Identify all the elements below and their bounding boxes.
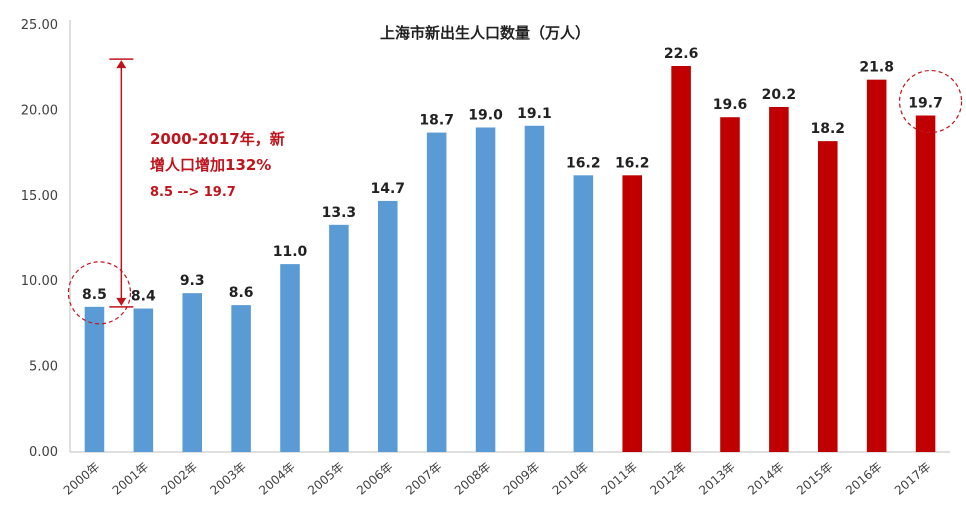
data-label: 22.6 [664, 46, 699, 62]
y-tick-label: 25.00 [21, 18, 58, 33]
highlight-circle [67, 261, 132, 325]
annotation-line-3: 8.5 --> 19.7 [150, 185, 236, 200]
data-label: 19.6 [713, 97, 748, 113]
data-label: 21.8 [859, 60, 894, 76]
x-tick-label: 2007年 [403, 460, 445, 498]
x-tick-label: 2004年 [256, 460, 298, 498]
y-tick-label: 5.00 [29, 360, 58, 375]
chart-title: 上海市新出生人口数量（万人） [380, 24, 590, 42]
data-label: 13.3 [322, 205, 357, 221]
x-tick-label: 2015年 [794, 460, 836, 498]
y-tick-label: 0.00 [29, 445, 58, 460]
x-tick-label: 2012年 [647, 460, 689, 498]
x-tick-label: 2001年 [110, 460, 152, 498]
bar [182, 293, 202, 452]
bar [524, 125, 545, 452]
axes-group: 0.00 5.00 10.00 15.00 20.00 25.00 [21, 18, 950, 460]
x-tick-labels-group: 2000年 2001年 2002年 2003年 2004年 2005年 2006年 2007年… [61, 460, 934, 498]
bar [915, 115, 936, 453]
x-tick-label: 2009年 [501, 460, 543, 498]
data-label: 19.0 [468, 107, 503, 123]
data-label: 19.7 [908, 96, 943, 112]
bar [769, 106, 789, 452]
data-label: 14.7 [371, 181, 406, 197]
bar [84, 306, 105, 452]
x-tick-label: 2005年 [305, 460, 347, 498]
x-tick-label: 2010年 [550, 460, 592, 498]
annotation-line-2: 增人口增加132% [150, 156, 271, 174]
highlight-circle [898, 69, 963, 134]
x-tick-label: 2000年 [61, 460, 103, 498]
data-label: 8.5 [82, 287, 107, 303]
data-label: 9.3 [180, 273, 205, 289]
bar [231, 305, 251, 452]
annotation-group: 2000-2017年，新 增人口增加132% 8.5 --> 19.7 [67, 58, 963, 325]
data-labels-group: 8.5 8.4 9.3 8.6 11.0 13.3 14.7 18.7 19.0 19.1 16.2… [82, 46, 943, 305]
x-tick-label: 2014年 [745, 460, 787, 498]
annotation-arrowhead-up [116, 60, 127, 69]
annotation-line-1: 2000-2017年，新 [150, 130, 285, 148]
bar [622, 175, 642, 452]
x-tick-label: 2006年 [354, 460, 396, 498]
x-tick-label: 2002年 [159, 460, 201, 498]
data-label: 11.0 [273, 244, 308, 260]
x-tick-label: 2017年 [892, 460, 934, 498]
bar [426, 132, 447, 452]
bar [475, 127, 496, 452]
data-label: 8.6 [229, 285, 254, 301]
y-tick-label: 20.00 [21, 103, 58, 118]
x-tick-label: 2003年 [207, 460, 249, 498]
y-tick-label: 15.00 [21, 189, 58, 204]
bar [329, 224, 349, 452]
x-tick-label: 2008年 [452, 460, 494, 498]
data-label: 16.2 [615, 155, 650, 171]
y-tick-label: 10.00 [21, 274, 58, 289]
bar [866, 79, 887, 452]
data-label: 18.7 [419, 113, 454, 129]
bar [133, 308, 154, 452]
x-tick-label: 2016年 [843, 460, 885, 498]
data-label: 16.2 [566, 155, 601, 171]
bar [280, 264, 300, 452]
bar [671, 65, 691, 452]
bar [378, 200, 398, 452]
data-label: 8.4 [131, 289, 156, 305]
bar [573, 175, 594, 452]
x-tick-label: 2011年 [599, 460, 641, 498]
data-label: 20.2 [762, 87, 797, 103]
bar [720, 117, 740, 453]
data-label: 19.1 [517, 106, 552, 122]
x-tick-label: 2013年 [696, 460, 738, 498]
data-label: 18.2 [811, 121, 846, 137]
bar [818, 141, 838, 453]
bars-group [84, 65, 936, 453]
annotation-arrowhead-down [116, 297, 127, 306]
